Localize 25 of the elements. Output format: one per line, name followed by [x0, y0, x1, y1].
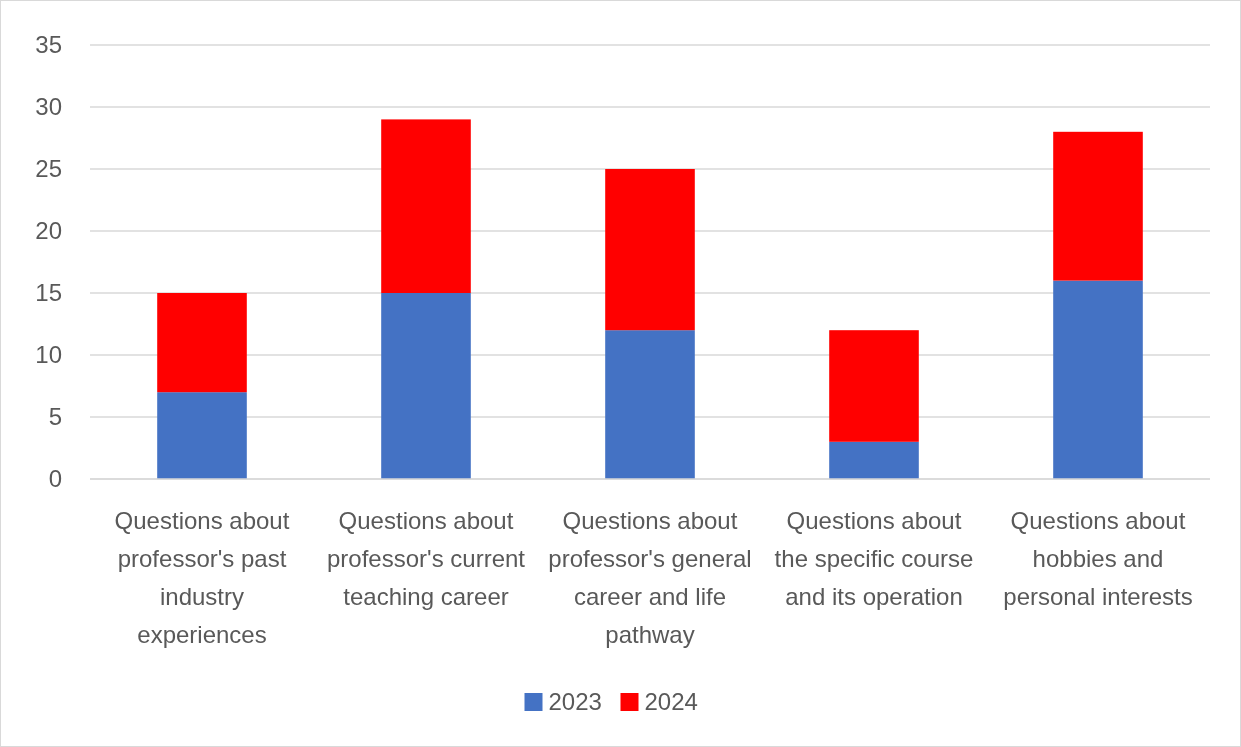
y-tick-label: 30 — [35, 93, 62, 121]
y-tick-label: 10 — [35, 341, 62, 369]
bar — [829, 330, 919, 442]
legend-label: 2023 — [548, 688, 602, 716]
x-tick-label: Questions about professor's past industry experiences — [114, 507, 290, 648]
x-tick-label: Questions about professor's current teaching career — [327, 507, 526, 610]
bar — [829, 441, 919, 479]
y-tick-label: 20 — [35, 217, 62, 245]
x-tick-label: Questions about professor's general career and life pathway — [548, 507, 752, 648]
bar — [1053, 280, 1143, 479]
bar — [381, 293, 471, 479]
y-tick-label: 35 — [35, 31, 62, 59]
y-tick-label: 5 — [48, 403, 62, 431]
bar — [605, 330, 695, 479]
x-tick-label: Questions about the specific course and its operation — [774, 507, 974, 610]
x-tick-label: Questions about hobbies and personal interests — [1003, 507, 1193, 610]
bar — [381, 119, 471, 293]
bar — [157, 293, 247, 393]
y-tick-label: 15 — [35, 279, 62, 307]
legend-label: 2024 — [644, 688, 698, 716]
bar — [157, 392, 247, 479]
bar — [605, 169, 695, 331]
y-tick-label: 0 — [48, 465, 62, 493]
bar — [1053, 131, 1143, 281]
y-tick-label: 25 — [35, 155, 62, 183]
